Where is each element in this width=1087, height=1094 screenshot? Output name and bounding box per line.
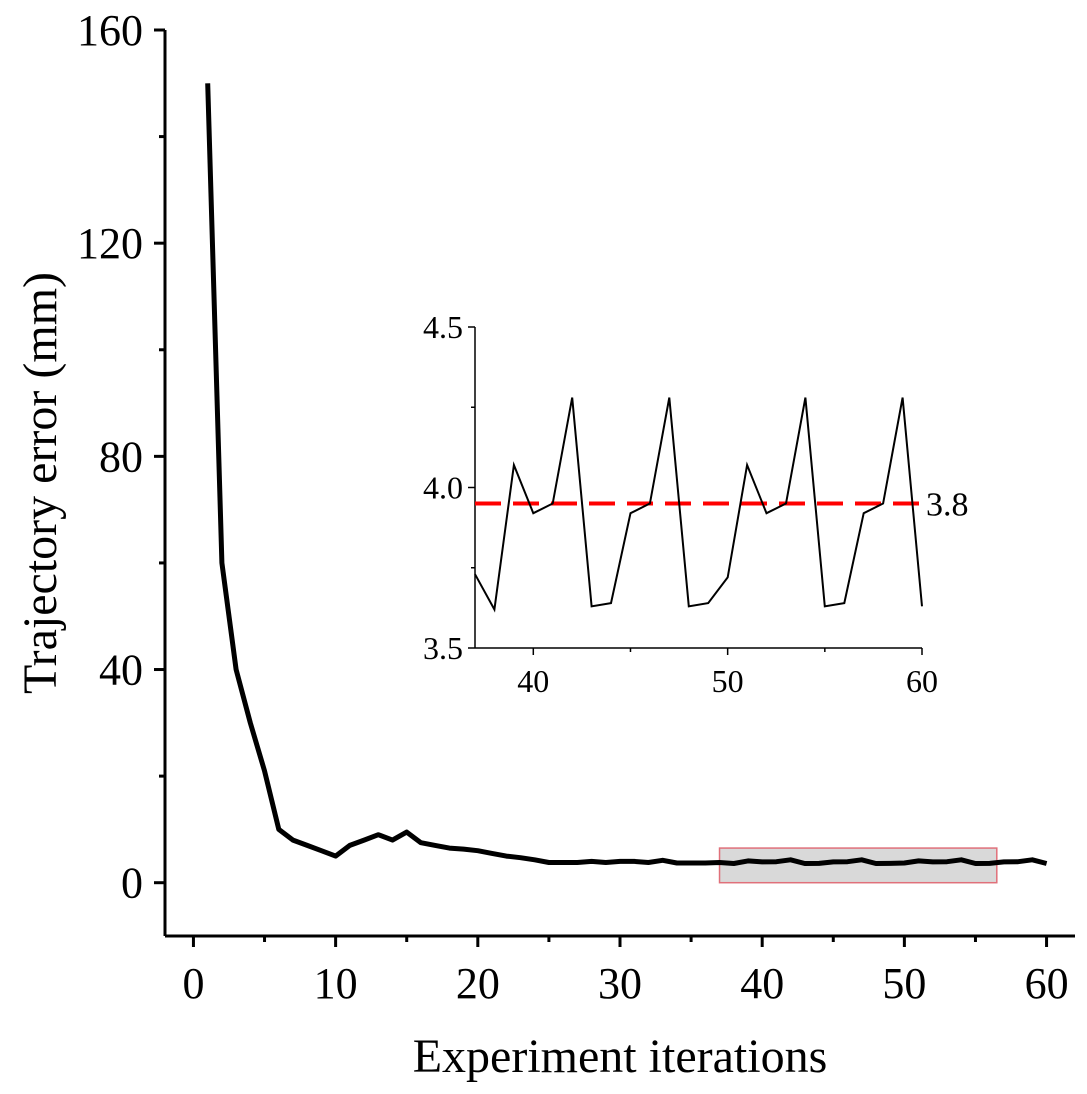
main-x-tick-label: 50 <box>882 959 926 1008</box>
main-y-tick-label: 0 <box>121 859 143 908</box>
main-y-tick-label: 80 <box>99 432 143 481</box>
main-y-tick-label: 160 <box>77 6 143 55</box>
zoom-highlight-box <box>718 847 998 884</box>
y-axis-title: Trajectory error (mm) <box>14 272 67 694</box>
inset-x-ticks: 40 50 60 <box>517 648 938 699</box>
main-x-ticks: 0 10 20 30 40 50 60 <box>182 936 1069 1008</box>
inset-x-tick-label: 40 <box>517 663 549 699</box>
main-x-tick-label: 40 <box>740 959 784 1008</box>
main-x-tick-label: 10 <box>314 959 358 1008</box>
main-axes: 0 40 80 120 160 0 10 20 30 40 50 60 <box>77 6 1075 1008</box>
inset-chart: 3.5 4.0 4.5 40 50 60 3.8 <box>423 309 969 699</box>
x-axis-title: Experiment iterations <box>413 1030 828 1083</box>
main-x-tick-label: 0 <box>182 959 204 1008</box>
main-x-tick-label: 20 <box>456 959 500 1008</box>
inset-x-tick-label: 60 <box>906 663 938 699</box>
main-y-ticks: 0 40 80 120 160 <box>77 6 165 908</box>
inset-y-tick-label: 4.0 <box>423 470 463 506</box>
inset-y-tick-label: 3.5 <box>423 630 463 666</box>
main-x-tick-label: 30 <box>598 959 642 1008</box>
inset-x-tick-label: 50 <box>712 663 744 699</box>
inset-y-ticks: 3.5 4.0 4.5 <box>423 309 475 666</box>
main-x-tick-label: 60 <box>1025 959 1069 1008</box>
main-series-line <box>205 83 1048 866</box>
main-y-tick-label: 120 <box>77 219 143 268</box>
inset-series-line <box>474 397 923 613</box>
main-y-tick-label: 40 <box>99 646 143 695</box>
inset-reference-label: 3.8 <box>926 487 969 524</box>
inset-y-tick-label: 4.5 <box>423 309 463 345</box>
